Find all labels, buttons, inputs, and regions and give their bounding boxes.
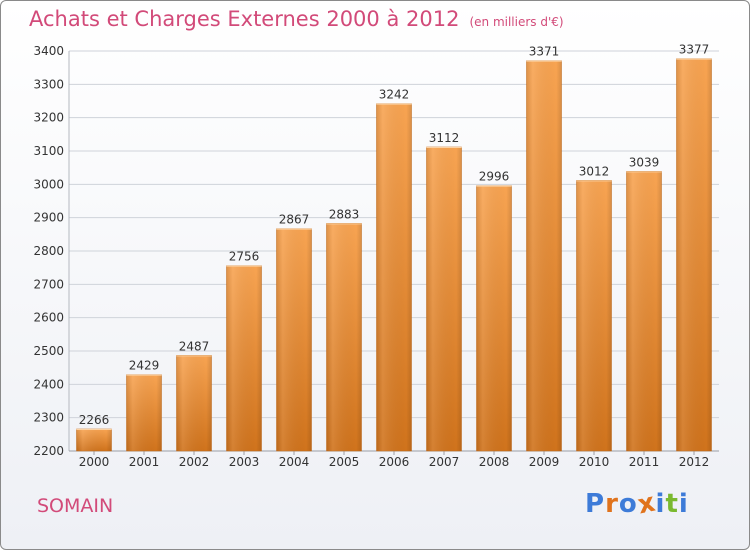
data-label-2002: 2487	[179, 339, 210, 353]
bar-shade-2009	[526, 60, 562, 452]
chart-unit: (en milliers d'€)	[469, 15, 564, 29]
logo-letter: r	[605, 489, 619, 519]
data-label-2009: 3371	[529, 45, 560, 59]
logo-letter: i	[655, 489, 666, 519]
bar-shade-2012	[676, 58, 712, 452]
y-tick-label: 2200	[33, 444, 64, 458]
x-tick-label-2011: 2011	[629, 455, 660, 469]
x-tick-label-2008: 2008	[479, 455, 510, 469]
x-tick-label-2000: 2000	[79, 455, 110, 469]
city-name: SOMAIN	[37, 495, 114, 517]
bar-shade-2006	[376, 103, 412, 452]
y-tick-label: 2300	[33, 411, 64, 425]
bar-shade-2008	[476, 185, 512, 451]
bar-shade-2010	[576, 180, 612, 452]
logo-letter: o	[618, 489, 638, 519]
logo-letter: t	[665, 489, 679, 519]
y-tick-label: 2500	[33, 344, 64, 358]
y-tick-label: 2900	[33, 211, 64, 225]
brand-logo: Proxiti	[585, 487, 689, 520]
data-label-2010: 3012	[579, 164, 610, 178]
logo-letter: P	[585, 489, 606, 519]
y-tick-label: 3000	[33, 177, 64, 191]
title-text: Achats et Charges Externes 2000 à 2012	[29, 7, 460, 31]
bar-shade-2000	[76, 429, 112, 451]
y-tick-label: 2400	[33, 377, 64, 391]
data-label-2006: 3242	[379, 88, 410, 102]
data-label-2003: 2756	[229, 250, 260, 264]
bar-shade-2002	[176, 355, 212, 451]
x-tick-label-2003: 2003	[229, 455, 260, 469]
data-label-2007: 3112	[429, 131, 460, 145]
data-label-2000: 2266	[79, 413, 110, 427]
x-tick-label-2009: 2009	[529, 455, 560, 469]
bar-shade-2004	[276, 228, 312, 451]
bar-shade-2001	[126, 374, 162, 451]
y-tick-label: 3100	[33, 144, 64, 158]
x-tick-label-2006: 2006	[379, 455, 410, 469]
data-label-2008: 2996	[479, 170, 510, 184]
data-label-2004: 2867	[279, 213, 310, 227]
x-tick-label-2005: 2005	[329, 455, 360, 469]
logo-letter: i	[678, 489, 689, 519]
y-tick-label: 2700	[33, 277, 64, 291]
y-tick-label: 2800	[33, 244, 64, 258]
bar-shade-2007	[426, 147, 462, 451]
chart-title: Achats et Charges Externes 2000 à 2012 (e…	[29, 7, 564, 31]
data-label-2001: 2429	[129, 359, 160, 373]
x-tick-label-2010: 2010	[579, 455, 610, 469]
bar-shade-2003	[226, 265, 262, 451]
y-tick-label: 2600	[33, 311, 64, 325]
x-tick-label-2007: 2007	[429, 455, 460, 469]
y-tick-label: 3400	[33, 44, 64, 58]
y-tick-label: 3300	[33, 77, 64, 91]
x-tick-label-2012: 2012	[679, 455, 710, 469]
x-tick-label-2002: 2002	[179, 455, 210, 469]
x-tick-label-2001: 2001	[129, 455, 160, 469]
bar-shade-2011	[626, 171, 662, 452]
data-label-2005: 2883	[329, 207, 360, 221]
data-label-2011: 3039	[629, 155, 660, 169]
bars-layer	[76, 58, 712, 452]
labels-layer: 2200 2300 2400 2500 2600 2700 2800 2900 3000 3100…	[33, 43, 709, 469]
data-label-2012: 3377	[679, 43, 710, 57]
bar-shade-2005	[326, 223, 362, 451]
y-tick-label: 3200	[33, 111, 64, 125]
x-tick-label-2004: 2004	[279, 455, 310, 469]
